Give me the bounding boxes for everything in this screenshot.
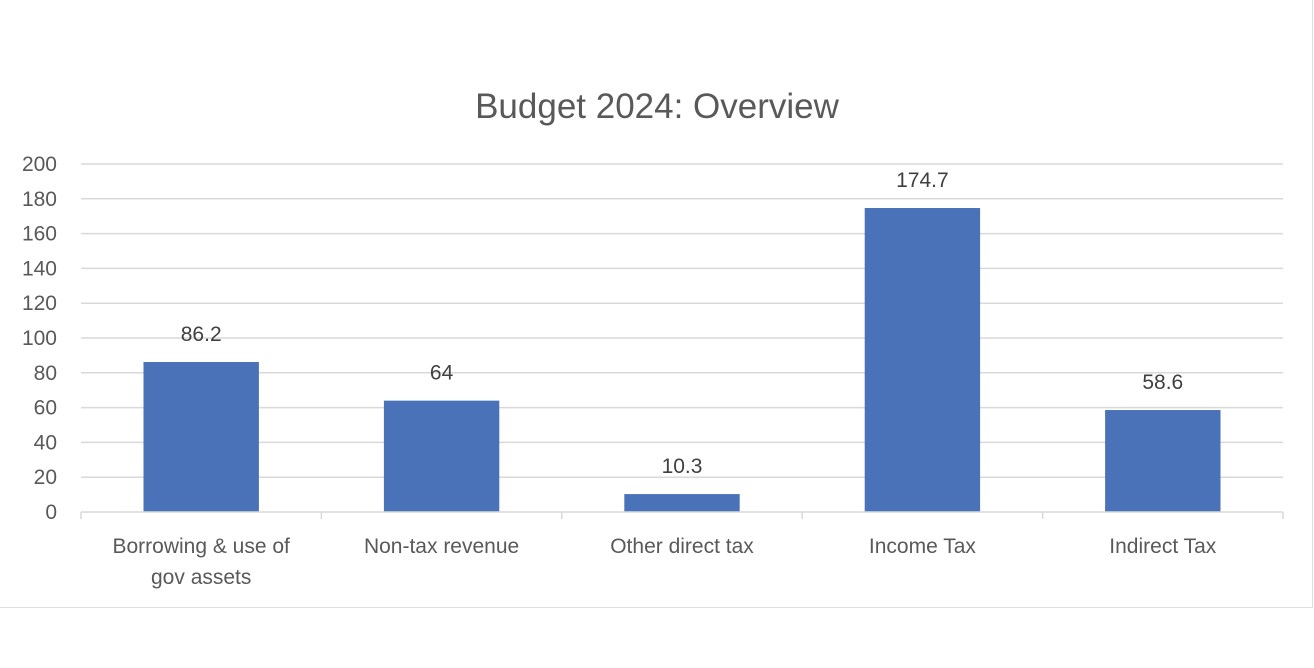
y-tick-label: 100 xyxy=(22,327,57,350)
y-tick-label: 0 xyxy=(45,501,57,524)
category-label: gov assets xyxy=(151,566,251,589)
category-label: Indirect Tax xyxy=(1109,535,1216,558)
data-label: 10.3 xyxy=(662,455,703,478)
category-label: Non-tax revenue xyxy=(364,535,519,558)
data-label: 86.2 xyxy=(181,323,222,346)
bars xyxy=(143,208,1221,512)
data-label: 174.7 xyxy=(896,169,949,192)
chart-title: Budget 2024: Overview xyxy=(475,87,840,126)
bar xyxy=(864,208,981,512)
y-tick-label: 200 xyxy=(22,153,57,176)
y-tick-label: 80 xyxy=(34,362,57,385)
y-tick-label: 20 xyxy=(34,466,57,489)
category-label: Borrowing & use of xyxy=(112,535,290,558)
y-axis-ticks: 0 20 40 60 80 100 120 140 160 180 200 xyxy=(22,153,57,524)
bar xyxy=(143,362,259,512)
y-tick-label: 140 xyxy=(22,257,57,280)
data-label: 64 xyxy=(430,362,454,385)
y-tick-label: 120 xyxy=(22,292,57,315)
bar xyxy=(383,400,500,512)
category-label: Income Tax xyxy=(869,535,976,558)
y-tick-label: 160 xyxy=(22,223,57,246)
category-label: Other direct tax xyxy=(610,535,754,558)
bar xyxy=(624,494,740,512)
y-tick-label: 60 xyxy=(34,397,57,420)
chart-frame: Budget 2024: Overview 0 20 40 60 80 100 120 140… xyxy=(0,0,1313,608)
category-labels: Borrowing & use of gov assets Non-tax reve… xyxy=(112,535,1216,589)
bar xyxy=(1105,410,1221,512)
x-axis xyxy=(80,511,1284,519)
y-tick-label: 40 xyxy=(34,431,57,454)
y-tick-label: 180 xyxy=(22,188,57,211)
data-label: 58.6 xyxy=(1142,371,1183,394)
data-labels: 86.2 64 10.3 174.7 58.6 xyxy=(181,169,1183,478)
bar-chart: Budget 2024: Overview 0 20 40 60 80 100 120 140… xyxy=(22,87,1284,589)
gridlines xyxy=(81,163,1283,478)
